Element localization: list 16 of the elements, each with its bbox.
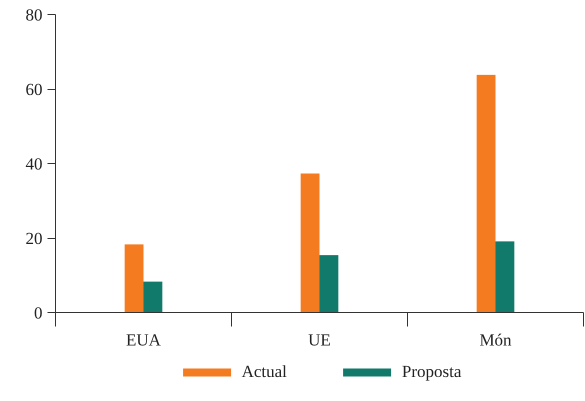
x-tick-label: Món: [479, 330, 512, 350]
bar: [124, 244, 144, 312]
bar: [320, 255, 338, 312]
y-tick-label: 60: [26, 80, 42, 99]
bar: [144, 282, 162, 312]
legend-label: Proposta: [402, 362, 462, 382]
y-tick-label: 40: [26, 154, 42, 174]
legend-label: Actual: [242, 362, 287, 382]
bar: [496, 241, 514, 312]
y-tick-label: 20: [26, 229, 42, 248]
y-tick-label: 0: [34, 304, 42, 322]
bar: [300, 174, 320, 312]
y-tick-label: 80: [26, 6, 42, 24]
x-tick-label: EUA: [126, 330, 162, 350]
x-tick-label: UE: [308, 330, 331, 350]
bar: [476, 74, 496, 312]
